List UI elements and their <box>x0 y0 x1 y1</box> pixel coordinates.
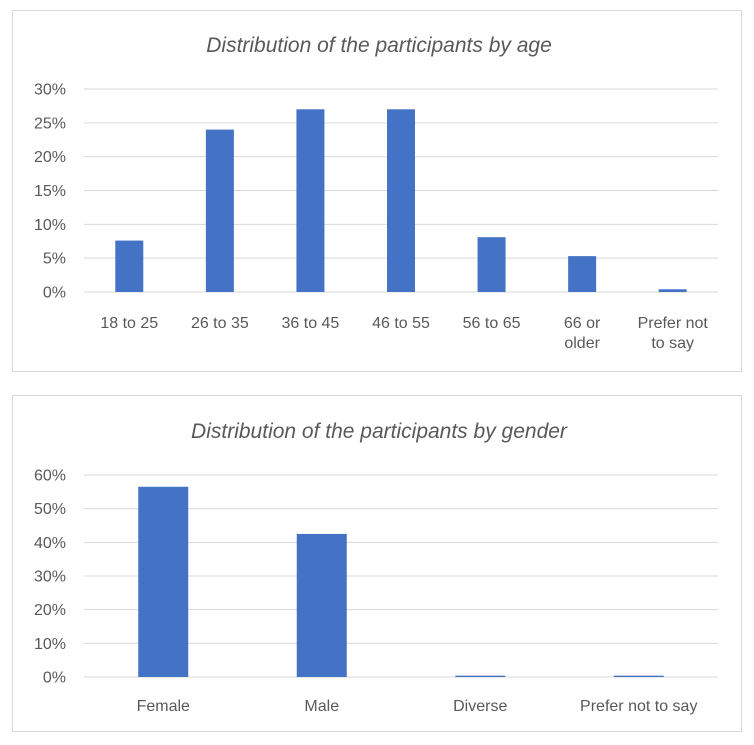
bar <box>455 675 506 677</box>
gender-chart: Distribution of the participants by gend… <box>34 420 718 715</box>
x-category-label: 36 to 45 <box>282 315 340 332</box>
y-tick-label: 40% <box>34 535 66 552</box>
age-chart-panel: Distribution of the participants by age 0… <box>12 10 742 372</box>
bar <box>568 256 597 292</box>
y-tick-label: 20% <box>34 602 66 619</box>
bar <box>387 109 415 292</box>
x-category-label: Diverse <box>453 698 507 715</box>
y-tick-label: 10% <box>34 217 66 234</box>
y-tick-label: 30% <box>34 82 66 99</box>
bar <box>138 486 189 677</box>
y-tick-label: 20% <box>34 149 66 166</box>
bar <box>205 129 234 292</box>
bar <box>115 240 144 292</box>
x-category-label: 18 to 25 <box>100 315 158 332</box>
x-category-label: Female <box>137 698 190 715</box>
bar <box>296 109 325 292</box>
bar <box>613 675 664 677</box>
bar <box>477 237 506 292</box>
y-tick-label: 60% <box>34 468 66 485</box>
y-tick-label: 50% <box>34 501 66 518</box>
chart-title: Distribution of the participants by gend… <box>191 420 568 443</box>
x-category-label: older <box>564 335 600 352</box>
y-tick-label: 25% <box>34 115 66 132</box>
x-category-label: Male <box>304 698 339 715</box>
bar <box>296 533 347 677</box>
x-category-label: Prefer not to say <box>580 698 697 715</box>
x-category-label: 56 to 65 <box>463 315 521 332</box>
y-tick-label: 0% <box>43 285 66 302</box>
chart-title: Distribution of the participants by age <box>206 34 552 57</box>
x-category-label: 26 to 35 <box>191 315 249 332</box>
y-tick-label: 30% <box>34 569 66 586</box>
x-category-label: 46 to 55 <box>372 315 430 332</box>
y-tick-label: 10% <box>34 636 66 653</box>
x-category-label: 66 or <box>564 315 601 332</box>
bar <box>658 289 687 292</box>
y-tick-label: 0% <box>43 670 66 687</box>
y-tick-label: 15% <box>34 183 66 200</box>
gender-chart-panel: Distribution of the participants by gend… <box>12 395 742 732</box>
y-tick-label: 5% <box>43 251 66 268</box>
x-category-label: Prefer not <box>638 315 709 332</box>
age-chart: Distribution of the participants by age 0… <box>34 34 718 352</box>
x-category-label: to say <box>651 335 694 352</box>
